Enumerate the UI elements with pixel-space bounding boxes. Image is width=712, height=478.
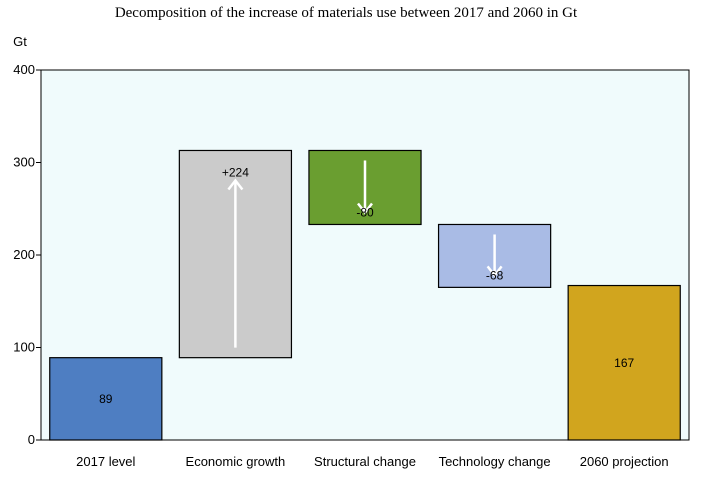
y-tick-label: 0 [28,432,35,447]
bars-group: 89 +224 -80 -68 167 [49,149,681,441]
x-tick-label: 2060 projection [580,454,669,469]
x-tick-label: 2017 level [76,454,135,469]
data-label: +224 [222,165,249,179]
x-tick-label: Economic growth [186,454,286,469]
data-label: -80 [356,205,374,219]
y-tick-label: 300 [13,155,35,170]
x-axis: 2017 level Economic growth Structural chan… [76,454,668,469]
data-label: -68 [486,268,504,282]
x-tick-label: Technology change [439,454,551,469]
up-arrowhead-icon [227,178,244,191]
data-label: 167 [614,356,634,370]
bar [49,357,163,441]
y-tick-label: 200 [13,247,35,262]
x-tick-label: Structural change [314,454,416,469]
bar [567,284,681,441]
chart-title: Decomposition of the increase of materia… [115,5,578,21]
y-axis-unit: Gt [13,34,27,49]
y-tick-label: 400 [13,62,35,77]
down-arrowhead-icon [357,202,373,215]
y-tick-label: 100 [13,340,35,355]
data-label: 89 [99,392,113,406]
down-arrowhead-icon [486,265,503,278]
y-axis: 0 100 200 300 400 [13,62,41,447]
